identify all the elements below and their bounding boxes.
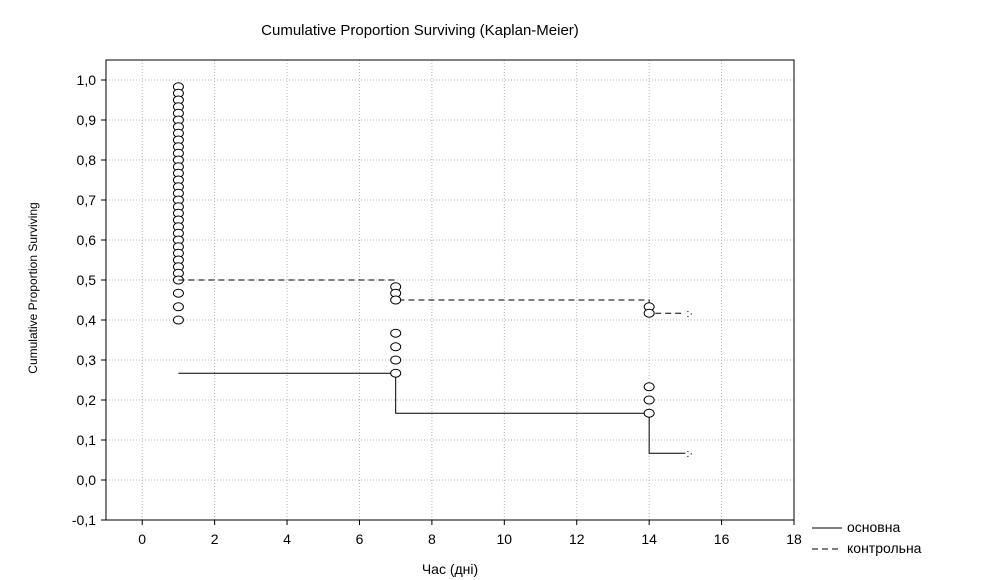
y-tick-label: 0,1: [77, 432, 97, 448]
x-axis: 0 2 4 6 8 10 12 14 16 18: [138, 520, 802, 547]
y-tick-label: 0,3: [77, 352, 97, 368]
chart-title: Cumulative Proportion Surviving (Kaplan-…: [261, 22, 579, 39]
y-tick-label: 0,5: [77, 272, 97, 288]
event-marker: [643, 408, 655, 418]
censor-mark: :·: [686, 308, 693, 320]
event-marker: [390, 295, 402, 305]
x-axis-label: Час (дні): [422, 561, 478, 577]
x-tick-label: 0: [138, 531, 146, 547]
event-marker: [643, 308, 655, 318]
y-axis-label: Cumulative Proportion Surviving: [26, 202, 40, 373]
y-tick-label: 0,6: [77, 232, 97, 248]
event-marker: [172, 315, 184, 325]
y-tick-label: 0,4: [77, 312, 97, 328]
y-axis: -0,1 0,0 0,1 0,2 0,3 0,4 0,5 0,6 0,7 0,8 0,9 1,0: [72, 72, 106, 528]
y-tick-label: -0,1: [72, 512, 96, 528]
series-line-основна: [178, 372, 686, 454]
x-tick-label: 10: [497, 531, 513, 547]
event-marker: [172, 288, 184, 298]
x-tick-label: 12: [569, 531, 585, 547]
y-tick-label: 1,0: [77, 72, 97, 88]
event-marker: [390, 328, 402, 338]
series-line-контрольна: [178, 279, 686, 314]
legend-label-основна: основна: [847, 519, 900, 535]
legend-label-контрольна: контрольна: [847, 540, 922, 556]
y-tick-label: 0,0: [77, 472, 97, 488]
y-tick-label: 0,8: [77, 152, 97, 168]
event-marker: [643, 395, 655, 405]
event-marker: [643, 382, 655, 392]
series-layer: :· :·: [172, 82, 693, 460]
event-marker: [390, 368, 402, 378]
x-tick-label: 18: [786, 531, 802, 547]
event-marker: [172, 302, 184, 312]
y-tick-label: 0,2: [77, 392, 97, 408]
x-tick-label: 14: [641, 531, 657, 547]
x-tick-label: 8: [428, 531, 436, 547]
legend: основна контрольна: [812, 519, 922, 556]
event-marker: [390, 342, 402, 352]
censor-mark: :·: [686, 448, 693, 460]
x-tick-label: 4: [283, 531, 291, 547]
event-marker: [390, 355, 402, 365]
x-tick-label: 2: [211, 531, 219, 547]
y-tick-label: 0,7: [77, 192, 97, 208]
y-tick-label: 0,9: [77, 112, 97, 128]
x-tick-label: 6: [356, 531, 364, 547]
plot-frame: [105, 59, 795, 521]
x-tick-label: 16: [714, 531, 730, 547]
